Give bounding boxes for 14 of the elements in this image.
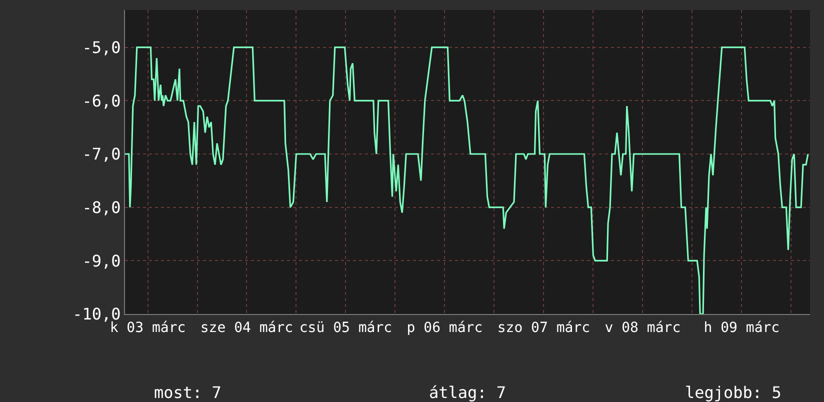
y-tick-label: -9,0 [82, 251, 121, 270]
y-tick-label: -7,0 [82, 144, 121, 164]
x-tick-label: csü 05 márc [299, 320, 392, 336]
y-tick-label: -5,0 [82, 38, 121, 57]
y-tick-label: -6,0 [82, 91, 121, 110]
x-tick-label: szo 07 márc [497, 320, 590, 336]
text: átlag: 7 [429, 383, 506, 402]
x-tick-label: sze 04 márc [200, 320, 294, 336]
text: most: 7 [154, 383, 222, 402]
x-tick-label: h 09 márc [704, 320, 780, 336]
x-tick-label: p 06 márc [406, 320, 483, 336]
x-tick-label: v 08 márc [604, 320, 681, 336]
text: legjobb: 5 [685, 383, 782, 402]
y-tick-label: -8,0 [82, 198, 121, 217]
